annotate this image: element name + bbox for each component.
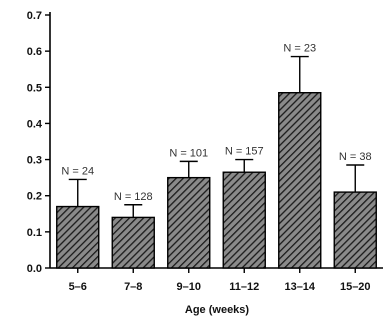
bar [222,171,266,269]
x-tick-label: 9–10 [177,281,201,293]
error-bars [68,55,365,218]
y-tick-label: 0.7 [27,10,42,22]
y-tick-label: 0.5 [27,82,42,94]
y-tick-label: 0.4 [27,118,43,130]
x-tick-label: 5–6 [69,281,87,293]
bar [111,216,155,269]
y-tick-label: 0.3 [27,155,42,167]
y-tick-label: 0.0 [27,263,42,275]
sample-size-label: N = 157 [225,146,264,158]
sample-size-label: N = 24 [61,165,94,177]
bars [56,92,377,269]
y-tick-label: 0.6 [27,46,42,58]
x-tick-label: 13–14 [284,281,315,293]
y-ticks: 0.0 0.1 0.2 0.3 0.4 0.5 0.6 0.7 [27,10,50,275]
x-ticks: 5–6 7–8 9–10 11–12 13–14 15–20 [69,268,371,293]
bar [167,176,211,269]
bar [278,92,322,269]
sample-size-label: N = 101 [169,147,208,159]
x-tick-label: 7–8 [124,281,142,293]
x-tick-label: 15–20 [340,281,371,293]
x-tick-label: 11–12 [229,281,259,293]
sample-size-label: N = 23 [283,43,316,55]
sample-size-label: N = 38 [339,151,372,163]
y-tick-label: 0.2 [27,191,42,203]
sample-size-labels: N = 24 N = 128 N = 101 N = 157 N = 23 N = 38 [61,43,371,203]
sample-size-label: N = 128 [114,191,153,203]
y-tick-label: 0.1 [27,227,42,239]
axes [49,12,383,269]
x-axis-label: Age (weeks) [185,304,250,316]
bar [333,191,377,269]
bar [56,205,100,269]
